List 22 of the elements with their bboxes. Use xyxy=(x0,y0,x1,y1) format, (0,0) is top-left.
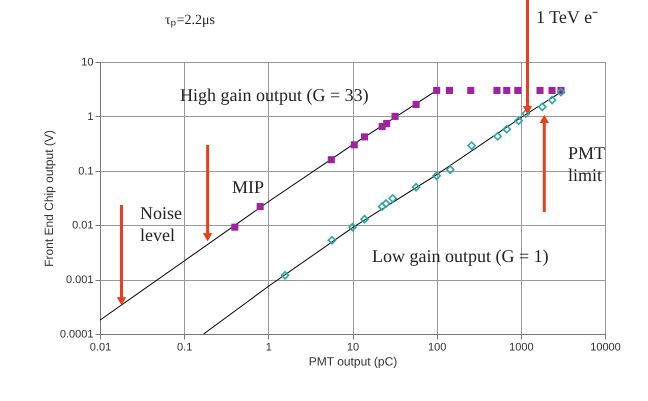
y-tick-label: 0.01 xyxy=(72,220,94,232)
y-tick-label: 0.1 xyxy=(78,165,94,178)
annotation: 1 TeV e⁻ xyxy=(536,7,598,27)
x-tick-label: 0.01 xyxy=(90,342,112,354)
x-tick-label: 0.1 xyxy=(177,342,192,354)
annotation: MIP xyxy=(232,177,264,197)
annotation: High gain output (G = 33) xyxy=(180,85,369,105)
x-tick-label: 100 xyxy=(428,342,446,354)
y-tick-label: 10 xyxy=(81,56,94,68)
annotation: Noise level xyxy=(140,203,182,245)
x-tick-label: 1000 xyxy=(509,342,534,354)
x-tick-label: 1 xyxy=(266,342,272,354)
y-tick-label: 1 xyxy=(87,110,94,123)
x-tick-label: 10 xyxy=(346,342,360,354)
annotation: PMT limit xyxy=(568,143,606,185)
y-tick-label: 0.001 xyxy=(66,274,94,286)
x-tick-label: 10000 xyxy=(590,342,621,354)
y-tick-label: 0.0001 xyxy=(60,328,94,340)
y-axis-title: Front End Chip output (V) xyxy=(42,130,56,267)
annotation: Low gain output (G = 1) xyxy=(372,246,549,266)
text: τₚ=2.2μs xyxy=(165,13,215,28)
x-axis-title: PMT output (pC) xyxy=(308,354,398,368)
